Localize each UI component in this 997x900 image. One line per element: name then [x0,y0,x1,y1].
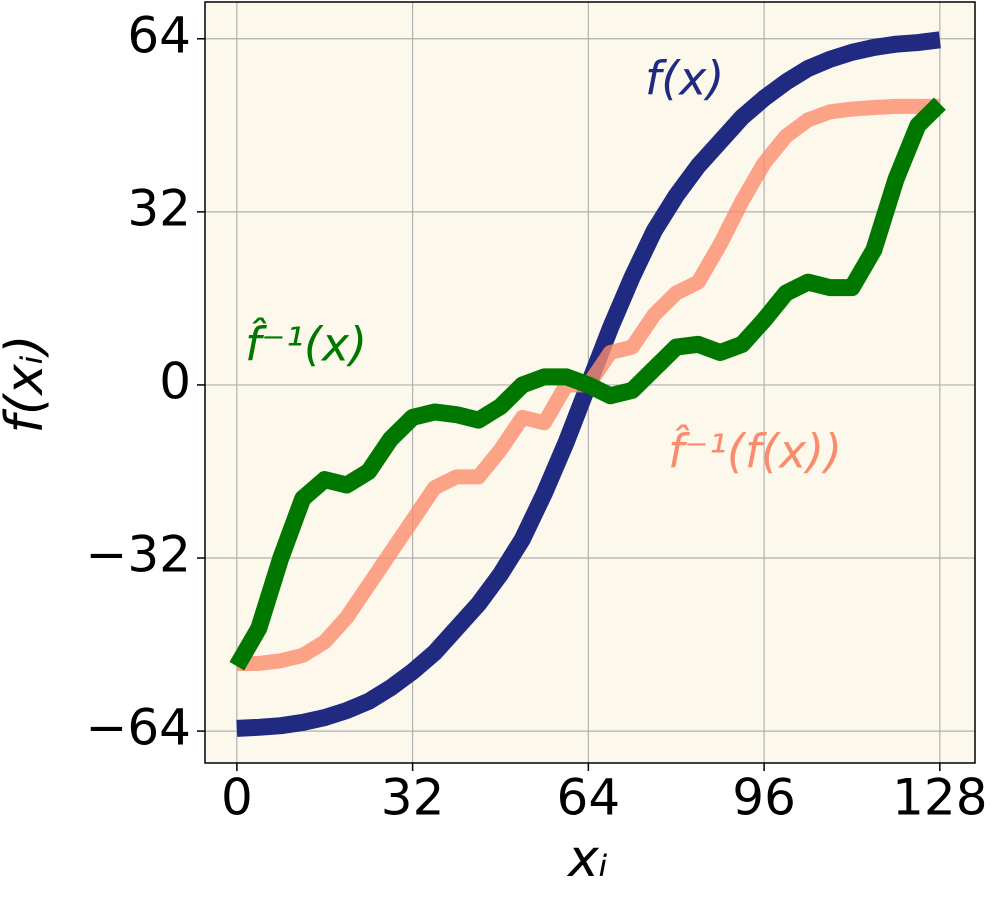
y-tick-label: −32 [85,526,191,584]
y-tick-label: 32 [127,179,191,237]
series-line [229,97,946,671]
series-label: f̂⁻¹(x) [245,317,367,371]
x-tick-label: 96 [732,769,796,827]
y-tick-label: 64 [127,6,191,64]
x-tick-label: 128 [892,769,987,827]
y-tick-label: −64 [85,699,191,757]
y-axis-label: f(xᵢ) [0,335,55,434]
x-axis-label: xᵢ [566,829,608,889]
y-tick-label: 0 [159,352,191,410]
series-label: f(x) [645,52,724,106]
x-tick-label: 32 [381,769,445,827]
plot-frame [204,1,976,764]
series-label: f̂⁻¹(f(x)) [668,424,842,478]
x-tick-label: 64 [557,769,621,827]
x-tick-label: 0 [221,769,253,827]
